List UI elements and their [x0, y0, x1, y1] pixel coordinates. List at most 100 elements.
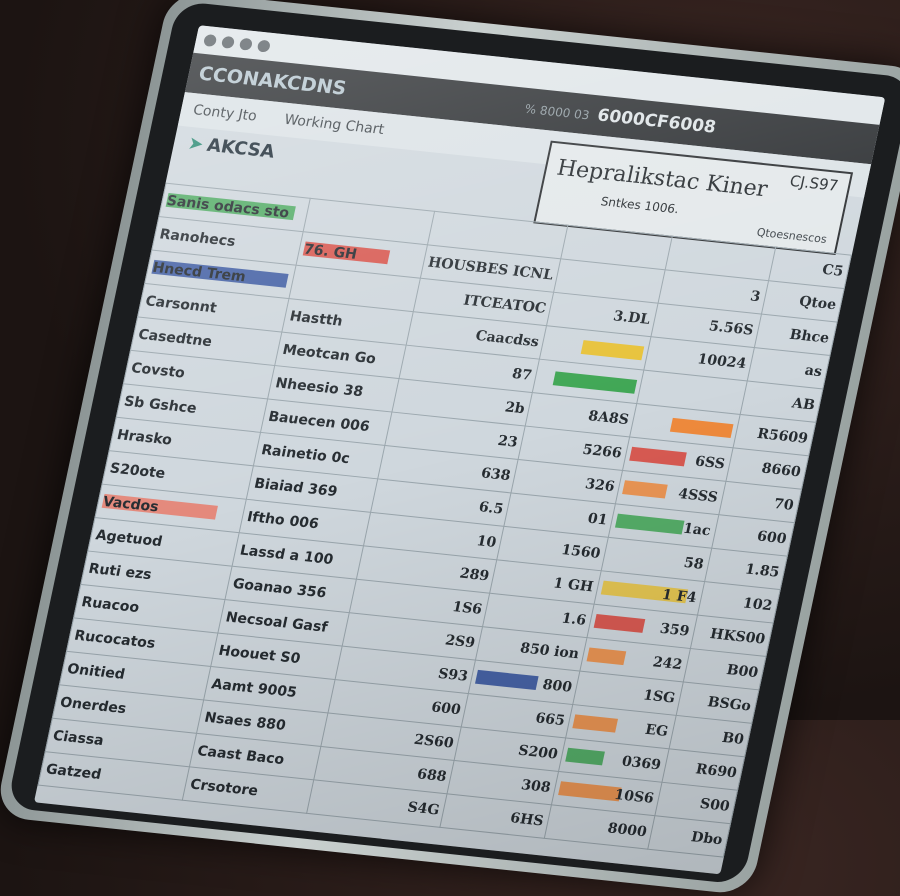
cell-text: 6HS — [508, 809, 546, 829]
cell-text: S93 — [436, 665, 470, 685]
cell-text: 242 — [651, 653, 684, 673]
cell-text: Hnecd Trem — [151, 259, 248, 285]
cell-text: 10024 — [695, 350, 748, 372]
cell-text: Meotcan Go — [281, 341, 378, 367]
cell-text: S4G — [405, 798, 441, 819]
cell-text: 638 — [479, 464, 513, 484]
cell-text: Sanis odacs sto — [165, 192, 291, 222]
cell-text: 1.6 — [560, 610, 588, 629]
value-bar — [622, 480, 668, 499]
value-bar — [629, 446, 687, 467]
cell-text: Agetuod — [94, 526, 164, 550]
cell-text: 58 — [682, 554, 706, 573]
cell-text: Gatzed — [44, 760, 103, 783]
cell-text: 76. GH — [302, 241, 359, 263]
window-button-icon[interactable] — [256, 39, 272, 53]
cell-text: Onerdes — [58, 694, 128, 717]
window-button-icon[interactable] — [220, 35, 236, 49]
cell-text: Iftho 006 — [245, 508, 321, 532]
cell-text: 102 — [741, 594, 774, 614]
cell-text: Caast Baco — [195, 742, 286, 768]
cell-text: 1S6 — [450, 598, 484, 618]
cell-text: 0369 — [620, 753, 663, 773]
app-title: CCONAKCDNS — [196, 62, 349, 100]
cell-text: Caacdss — [474, 327, 541, 350]
cell-text: Crsotore — [188, 776, 260, 799]
window-button-icon[interactable] — [202, 33, 218, 47]
cell-text: Dbo — [689, 828, 725, 848]
cell-text: 800 — [541, 676, 574, 696]
value-bar — [586, 647, 627, 666]
cell-text: 665 — [533, 709, 567, 729]
cell-text: 1.85 — [743, 560, 781, 581]
cell-text: Nsaes 880 — [202, 709, 288, 734]
toolbar-item[interactable]: Working Chart — [282, 111, 386, 138]
cell-text: as — [803, 362, 824, 380]
cell-text: B0 — [720, 729, 746, 748]
cell-text: 01 — [586, 510, 610, 528]
cell-text: Nheesio 38 — [274, 374, 365, 400]
cell-text: 3.DL — [611, 307, 652, 328]
cell-text: Necsoal Gasf — [224, 608, 330, 636]
value-bar — [580, 339, 645, 360]
brand-label: AKCSA — [205, 134, 277, 163]
header-code-prefix: % 8000 03 — [523, 101, 591, 123]
cell-text: Hastth — [288, 307, 345, 330]
spreadsheet-table: Sanis odacs sto C5 Ranohecs 76. GH HOUSBES I… — [38, 183, 852, 858]
cell-text: 6.5 — [477, 498, 505, 518]
value-bar — [565, 747, 605, 766]
cell-text: 600 — [755, 528, 789, 547]
table-cell[interactable]: Dbo — [647, 815, 731, 858]
cell-text: 850 ion — [518, 639, 581, 662]
screen: CCONAKCDNS % 8000 03 6000CF6008 Conty Jto… — [33, 25, 886, 875]
cell-text: Rainetio 0c — [259, 441, 352, 467]
cell-text: S00 — [698, 795, 732, 815]
cell-text: Bhce — [788, 326, 831, 347]
cell-text: 70 — [772, 495, 796, 514]
tablet-bezel: CCONAKCDNS % 8000 03 6000CF6008 Conty Jto… — [6, 0, 900, 885]
cell-text: 10 — [475, 532, 498, 551]
cell-text: 5.56S — [707, 317, 755, 339]
cell-text: Qtoe — [797, 293, 838, 313]
value-bar — [593, 614, 646, 633]
cell-text: C5 — [820, 261, 845, 280]
cell-text: 1 F4 — [660, 586, 699, 606]
toolbar-item[interactable]: Conty Jto — [191, 102, 259, 125]
cell-text: 1ac — [681, 520, 713, 539]
cell-text: Rucocatos — [72, 627, 157, 652]
cell-text: 8A8S — [586, 407, 631, 428]
value-bar — [572, 714, 619, 733]
cell-text: 1560 — [559, 541, 602, 562]
cell-text: S20ote — [108, 459, 167, 482]
cell-text: 5266 — [581, 441, 624, 462]
cell-text: 6SS — [693, 453, 727, 472]
cell-text: 1 GH — [551, 574, 595, 595]
cell-text: ITCEATOC — [462, 292, 548, 317]
cell-text: 3 — [748, 287, 762, 305]
window-button-icon[interactable] — [238, 37, 254, 51]
cell-text: Onitied — [65, 660, 127, 683]
cell-text: Ruacoo — [80, 593, 141, 616]
cell-text: Biaiad 369 — [252, 475, 339, 500]
cell-text: 688 — [415, 765, 449, 785]
cell-text: Sb Gshce — [122, 393, 199, 417]
cell-text: 2S9 — [443, 631, 477, 651]
logo-icon: ➤ — [186, 132, 206, 156]
cell-text: 2S60 — [412, 731, 456, 752]
panel-code: CJ.S97 — [788, 172, 840, 195]
cell-text: 600 — [429, 698, 463, 718]
cell-text: 359 — [658, 620, 691, 640]
cell-text: 2b — [503, 398, 527, 417]
cell-text: Bauecen 006 — [266, 408, 372, 435]
cell-text: Ranohecs — [158, 225, 238, 250]
cell-text: 326 — [583, 475, 617, 495]
brand: ➤AKCSA — [186, 133, 277, 163]
cell-text: B00 — [725, 661, 760, 681]
value-bar — [552, 370, 638, 394]
cell-text: BSGo — [706, 693, 753, 715]
cell-text: Hrasko — [115, 426, 174, 449]
cell-text: Carsonnt — [143, 292, 219, 316]
cell-text: EG — [643, 721, 670, 740]
cell-text: 289 — [458, 565, 491, 584]
cell-text: HKS00 — [708, 625, 767, 648]
